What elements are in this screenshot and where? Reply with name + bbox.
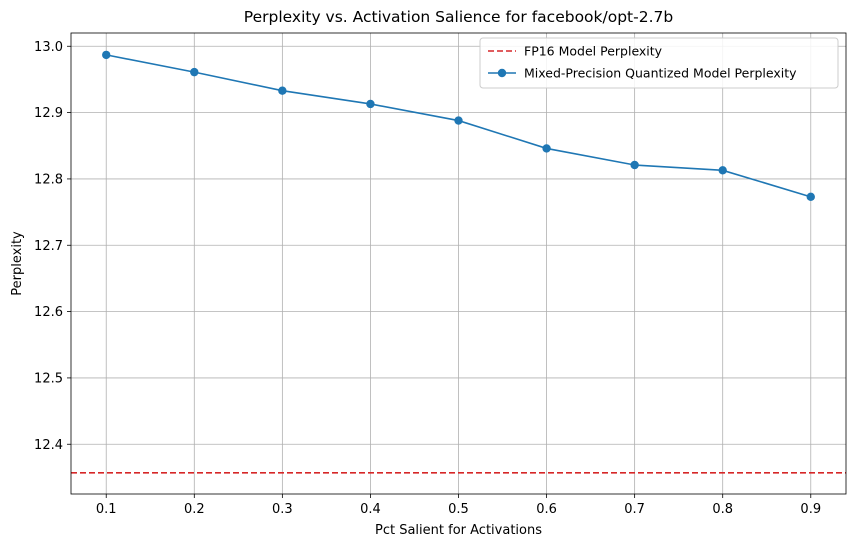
x-tick-label: 0.4 <box>360 502 381 517</box>
x-tick-label: 0.8 <box>712 502 733 517</box>
mixed-precision-point <box>718 166 727 175</box>
x-axis-label: Pct Salient for Activations <box>375 523 542 538</box>
mixed-precision-point <box>806 192 815 202</box>
y-tick-label: 12.8 <box>34 172 63 187</box>
legend: FP16 Model Perplexity Mixed-Precision Qu… <box>479 37 839 89</box>
y-tick-label: 12.4 <box>34 438 63 453</box>
mixed-precision-point <box>454 116 463 125</box>
x-tick-label: 0.2 <box>184 502 205 517</box>
x-tick-label: 0.6 <box>536 502 557 517</box>
mixed-precision-point <box>366 99 375 109</box>
mixed-precision-point <box>630 160 639 170</box>
y-tick-label: 12.9 <box>34 106 63 121</box>
legend-box <box>479 37 839 89</box>
mixed-precision-point <box>102 50 111 60</box>
grid-lines <box>71 33 846 494</box>
y-tick-label: 13.0 <box>34 40 63 55</box>
legend-label-fp16: FP16 Model Perplexity <box>524 44 663 59</box>
y-tick-label: 12.6 <box>34 305 63 320</box>
legend-label-mixed-precision: Mixed-Precision Quantized Model Perplexi… <box>524 66 797 81</box>
x-tick-label: 0.3 <box>272 502 293 517</box>
x-tick-label: 0.7 <box>624 502 645 517</box>
x-tick-label: 0.1 <box>96 502 117 517</box>
mixed-precision-point <box>542 144 551 153</box>
chart-title: Perplexity vs. Activation Salience for f… <box>244 8 673 26</box>
x-tick-label: 0.5 <box>448 502 469 517</box>
mixed-precision-point <box>278 86 287 95</box>
series-layer <box>71 50 846 474</box>
y-tick-label: 12.7 <box>34 239 63 254</box>
mixed-precision-point <box>190 67 199 77</box>
x-tick-label: 0.9 <box>800 502 821 517</box>
y-tick-label: 12.5 <box>34 371 63 386</box>
legend-marker-mixed-precision <box>497 68 507 78</box>
y-axis-label: Perplexity <box>10 231 25 296</box>
axis-ticks: 0.1 0.2 0.3 0.4 0.5 0.6 0.7 0.8 0.9 12.4 12.5 12.6 1… <box>34 40 821 517</box>
